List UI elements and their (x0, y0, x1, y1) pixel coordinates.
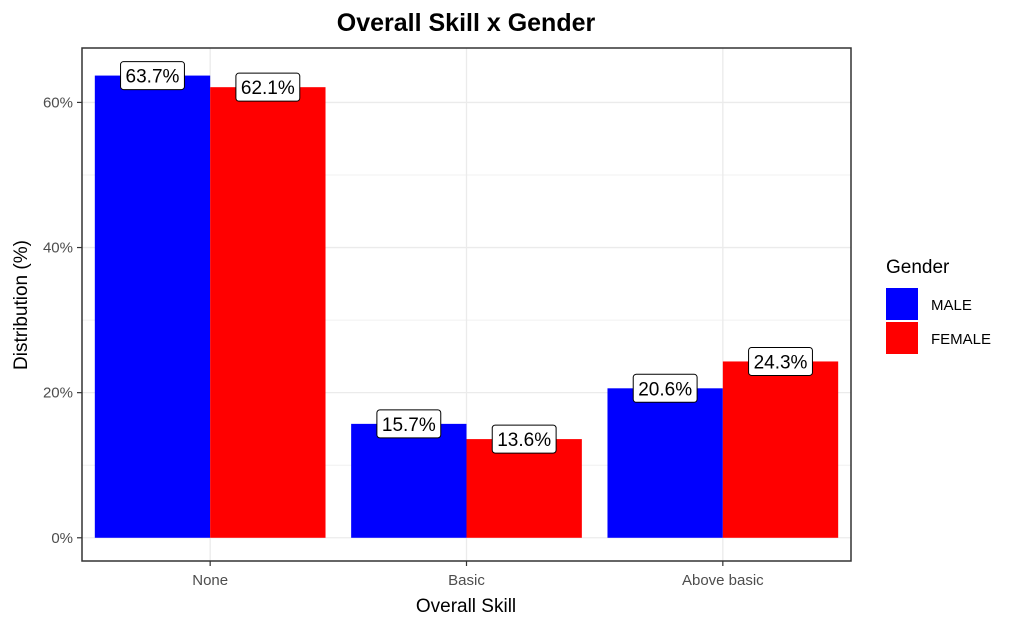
data-label-box (632, 373, 698, 403)
x-tick-label: Above basic (682, 572, 764, 589)
legend-label-male: MALE (931, 297, 972, 314)
data-label: 15.7% (376, 409, 442, 439)
legend-title: Gender (886, 257, 950, 278)
data-label-text: 62.1% (241, 78, 295, 99)
data-label-box (491, 424, 557, 454)
bar-male (607, 388, 723, 538)
y-axis-title: Distribution (%) (11, 240, 32, 370)
data-label-text: 63.7% (126, 67, 180, 88)
chart-title: Overall Skill x Gender (337, 9, 596, 37)
x-axis-title: Overall Skill (416, 596, 516, 617)
data-label: 13.6% (491, 424, 557, 454)
legend-label-female: FEMALE (931, 331, 991, 348)
legend-key-male (886, 288, 918, 320)
y-tick-label: 0% (51, 530, 73, 547)
data-label: 62.1% (235, 72, 301, 102)
bar-male (351, 423, 467, 538)
legend: Gender MALE FEMALE (886, 257, 991, 354)
x-tick-label: None (192, 572, 228, 589)
bar-series (94, 75, 839, 538)
bar-male (94, 75, 211, 538)
data-label-text: 24.3% (754, 352, 808, 373)
data-label-text: 13.6% (497, 430, 551, 451)
data-label-box (376, 409, 442, 439)
legend-key-female (886, 322, 918, 354)
y-tick-label: 40% (43, 240, 73, 257)
x-axis: None Basic Above basic (192, 561, 764, 589)
y-axis: 0% 20% 40% 60% (43, 94, 82, 547)
data-label-box (235, 72, 301, 102)
data-labels: 63.7% 15.7% 20.6% 62.1% 13.6% 24.3% (120, 61, 813, 454)
bar-female (466, 439, 582, 538)
data-label: 24.3% (748, 346, 813, 376)
data-label: 63.7% (120, 61, 185, 91)
data-label-box (120, 61, 185, 91)
data-label: 20.6% (632, 373, 698, 403)
data-label-text: 20.6% (638, 379, 692, 400)
x-tick-label: Basic (448, 572, 485, 589)
y-tick-label: 60% (43, 94, 73, 111)
data-label-box (748, 346, 813, 376)
bar-female (722, 361, 839, 538)
data-label-text: 15.7% (382, 415, 436, 436)
y-tick-label: 20% (43, 385, 73, 402)
bar-female (210, 87, 326, 538)
